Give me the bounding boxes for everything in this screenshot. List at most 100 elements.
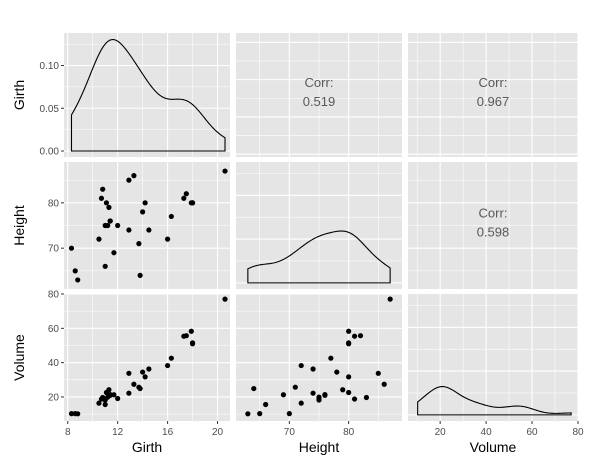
- data-point-girth-vs-height: [131, 173, 137, 179]
- data-point-girth-vs-volume: [164, 362, 171, 369]
- density-curve-girth: [70, 38, 226, 152]
- data-point-girth-vs-height: [181, 195, 187, 201]
- data-point-girth-vs-volume: [115, 395, 121, 402]
- row-strip-label-volume: Volume: [11, 334, 27, 381]
- data-point-girth-vs-volume: [142, 374, 148, 380]
- data-point-height-vs-volume: [363, 394, 370, 401]
- corr-value-girth-volume: 0.967: [477, 94, 510, 109]
- data-point-girth-vs-height: [72, 268, 78, 274]
- data-point-girth-vs-height: [164, 236, 171, 242]
- x-tick-label-height: 70: [284, 427, 296, 438]
- data-point-girth-vs-height: [107, 218, 113, 224]
- data-point-girth-vs-volume: [146, 366, 152, 372]
- data-point-girth-vs-volume: [189, 341, 196, 347]
- data-point-girth-vs-height: [137, 272, 143, 278]
- row-strip-label-girth: Girth: [11, 80, 27, 110]
- column-strip-label-volume: Volume: [470, 439, 517, 455]
- x-tick-label-height: 80: [343, 427, 355, 438]
- data-point-girth-vs-volume: [183, 333, 189, 339]
- data-point-height-vs-volume: [316, 395, 322, 402]
- data-point-height-vs-volume: [245, 411, 251, 417]
- data-point-girth-vs-height: [168, 213, 174, 220]
- data-point-girth-vs-volume: [131, 381, 137, 387]
- corr-label-girth-volume: Corr:: [479, 75, 508, 90]
- data-point-girth-vs-height: [126, 227, 132, 233]
- data-point-height-vs-volume: [322, 391, 328, 398]
- corr-value-height-volume: 0.598: [477, 225, 510, 240]
- x-tick-label-girth: 8: [65, 427, 71, 438]
- data-point-height-vs-volume: [334, 369, 340, 375]
- data-point-girth-vs-volume: [102, 401, 108, 408]
- data-point-height-vs-volume: [357, 333, 364, 339]
- column-strip-label-height: Height: [299, 439, 340, 455]
- density-curve-volume: [417, 386, 572, 416]
- y-tick-label-density: 0.00: [40, 147, 60, 158]
- data-point-girth-vs-height: [96, 236, 102, 242]
- column-strip-label-girth: Girth: [132, 439, 162, 455]
- data-point-girth-vs-height: [102, 263, 108, 269]
- data-point-girth-vs-volume: [111, 392, 117, 398]
- data-point-height-vs-volume: [298, 400, 304, 406]
- y-tick-label-height: 80: [48, 198, 60, 209]
- data-point-girth-vs-volume: [96, 400, 102, 406]
- data-point-girth-vs-volume: [106, 387, 112, 393]
- data-point-height-vs-volume: [328, 355, 334, 361]
- panel-background-volume-volume: [408, 294, 578, 421]
- data-point-girth-vs-height: [142, 200, 148, 206]
- data-point-height-vs-volume: [346, 328, 352, 334]
- data-point-girth-vs-height: [146, 227, 152, 233]
- data-point-girth-vs-height: [111, 250, 117, 256]
- data-point-girth-vs-volume: [188, 328, 194, 334]
- panel-background-girth-volume: [408, 33, 578, 157]
- data-point-height-vs-volume: [280, 392, 287, 398]
- data-point-height-vs-volume: [381, 381, 387, 387]
- data-point-girth-vs-volume: [140, 369, 146, 375]
- data-point-girth-vs-volume: [222, 296, 228, 302]
- data-point-height-vs-volume: [292, 384, 298, 390]
- data-point-girth-vs-height: [100, 186, 106, 192]
- data-point-girth-vs-volume: [126, 390, 132, 396]
- row-strip-label-height: Height: [11, 205, 27, 246]
- data-point-height-vs-volume: [310, 366, 316, 372]
- data-point-height-vs-volume: [298, 362, 304, 369]
- data-point-girth-vs-height: [140, 209, 146, 215]
- y-tick-label-density: 0.10: [40, 61, 60, 72]
- x-tick-label-volume: 80: [572, 427, 584, 438]
- data-point-height-vs-volume: [346, 389, 352, 396]
- data-point-girth-vs-height: [136, 241, 142, 247]
- data-point-girth-vs-height: [126, 177, 132, 183]
- data-point-height-vs-volume: [346, 374, 352, 380]
- data-point-height-vs-volume: [251, 385, 257, 392]
- data-point-height-vs-volume: [375, 370, 381, 376]
- data-point-height-vs-volume: [346, 341, 352, 347]
- y-tick-label-volume: 60: [48, 324, 60, 335]
- data-point-girth-vs-height: [115, 222, 121, 229]
- data-point-girth-vs-height: [106, 204, 112, 210]
- y-tick-label-height: 70: [48, 244, 60, 255]
- y-tick-label-volume: 80: [48, 290, 60, 301]
- x-tick-label-girth: 20: [212, 427, 224, 438]
- data-point-height-vs-volume: [263, 401, 269, 408]
- x-tick-label-girth: 16: [162, 427, 174, 438]
- data-point-girth-vs-height: [222, 168, 228, 174]
- data-point-girth-vs-height: [75, 277, 81, 283]
- corr-label-girth-height: Corr:: [305, 75, 334, 90]
- x-tick-label-volume: 60: [526, 427, 538, 438]
- y-tick-label-density: 0.05: [40, 104, 60, 115]
- data-point-height-vs-volume: [310, 390, 316, 396]
- panel-background-girth-girth: [64, 33, 230, 157]
- density-curve-height: [247, 230, 391, 284]
- data-point-height-vs-volume: [286, 411, 292, 417]
- data-point-girth-vs-volume: [168, 355, 174, 361]
- x-tick-label-volume: 20: [435, 427, 447, 438]
- data-point-girth-vs-height: [103, 200, 110, 206]
- y-tick-label-volume: 20: [48, 392, 60, 403]
- corr-value-girth-height: 0.519: [303, 94, 336, 109]
- data-point-girth-vs-volume: [137, 385, 143, 392]
- data-point-height-vs-volume: [351, 333, 358, 339]
- data-point-girth-vs-height: [68, 245, 75, 251]
- data-point-girth-vs-height: [98, 195, 105, 201]
- data-point-height-vs-volume: [340, 387, 346, 393]
- data-point-height-vs-volume: [387, 296, 393, 302]
